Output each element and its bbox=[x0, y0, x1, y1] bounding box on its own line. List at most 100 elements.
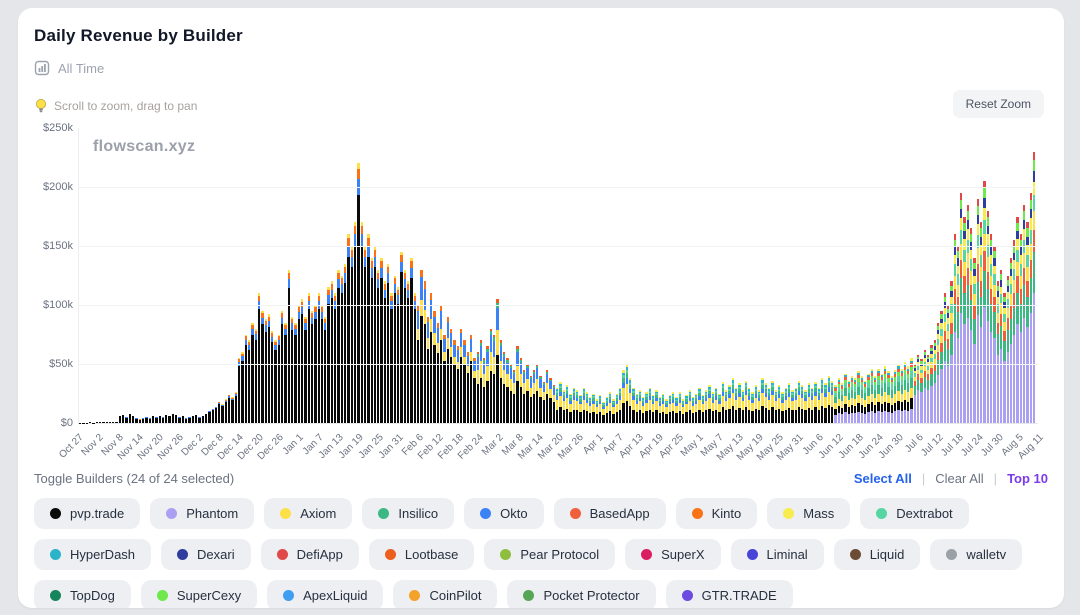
daily-revenue-bar[interactable] bbox=[145, 128, 148, 423]
daily-revenue-bar[interactable] bbox=[715, 128, 718, 423]
daily-revenue-bar[interactable] bbox=[115, 128, 118, 423]
daily-revenue-bar[interactable] bbox=[910, 128, 913, 423]
daily-revenue-bar[interactable] bbox=[334, 128, 337, 423]
daily-revenue-bar[interactable] bbox=[400, 128, 403, 423]
daily-revenue-bar[interactable] bbox=[711, 128, 714, 423]
daily-revenue-bar[interactable] bbox=[340, 128, 343, 423]
daily-revenue-bar[interactable] bbox=[728, 128, 731, 423]
daily-revenue-bar[interactable] bbox=[476, 128, 479, 423]
daily-revenue-bar[interactable] bbox=[708, 128, 711, 423]
daily-revenue-bar[interactable] bbox=[158, 128, 161, 423]
daily-revenue-bar[interactable] bbox=[479, 128, 483, 423]
daily-revenue-bar[interactable] bbox=[175, 128, 178, 423]
daily-revenue-bar[interactable] bbox=[549, 128, 552, 423]
daily-revenue-bar[interactable] bbox=[185, 128, 188, 423]
daily-revenue-bar[interactable] bbox=[579, 128, 582, 423]
daily-revenue-bar[interactable] bbox=[526, 128, 529, 423]
builder-chip[interactable]: Dexari bbox=[161, 539, 251, 570]
daily-revenue-bar[interactable] bbox=[112, 128, 115, 423]
daily-revenue-bar[interactable] bbox=[698, 128, 701, 423]
daily-revenue-bar[interactable] bbox=[271, 128, 274, 423]
daily-revenue-bar[interactable] bbox=[486, 128, 489, 423]
daily-revenue-bar[interactable] bbox=[741, 128, 744, 423]
daily-revenue-bar[interactable] bbox=[420, 128, 423, 423]
daily-revenue-bar[interactable] bbox=[251, 128, 254, 423]
daily-revenue-bar[interactable] bbox=[966, 128, 970, 423]
daily-revenue-bar[interactable] bbox=[754, 128, 758, 423]
time-range-row[interactable]: All Time bbox=[34, 60, 1048, 76]
daily-revenue-bar[interactable] bbox=[681, 128, 685, 423]
daily-revenue-bar[interactable] bbox=[897, 128, 900, 423]
daily-revenue-bar[interactable] bbox=[758, 128, 761, 423]
daily-revenue-bar[interactable] bbox=[768, 128, 771, 423]
daily-revenue-bar[interactable] bbox=[933, 128, 936, 423]
daily-revenue-bar[interactable] bbox=[999, 128, 1003, 423]
daily-revenue-bar[interactable] bbox=[575, 128, 579, 423]
daily-revenue-bar[interactable] bbox=[493, 128, 496, 423]
daily-revenue-bar[interactable] bbox=[503, 128, 506, 423]
legend-action-clear-all[interactable]: Clear All bbox=[935, 471, 984, 486]
daily-revenue-bar[interactable] bbox=[655, 128, 658, 423]
daily-revenue-bar[interactable] bbox=[1009, 128, 1013, 423]
daily-revenue-bar[interactable] bbox=[1029, 128, 1032, 423]
daily-revenue-bar[interactable] bbox=[284, 128, 287, 423]
daily-revenue-bar[interactable] bbox=[983, 128, 986, 423]
daily-revenue-bar[interactable] bbox=[463, 128, 466, 423]
daily-revenue-bar[interactable] bbox=[592, 128, 595, 423]
builder-chip[interactable]: BasedApp bbox=[553, 498, 666, 529]
daily-revenue-bar[interactable] bbox=[695, 128, 698, 423]
daily-revenue-bar[interactable] bbox=[867, 128, 870, 423]
daily-revenue-bar[interactable] bbox=[317, 128, 320, 423]
daily-revenue-bar[interactable] bbox=[211, 128, 214, 423]
daily-revenue-bar[interactable] bbox=[324, 128, 327, 423]
daily-revenue-bar[interactable] bbox=[794, 128, 797, 423]
daily-revenue-bar[interactable] bbox=[1023, 128, 1026, 423]
daily-revenue-bar[interactable] bbox=[403, 128, 406, 423]
daily-revenue-bar[interactable] bbox=[546, 128, 549, 423]
builder-chip[interactable]: Mass bbox=[767, 498, 851, 529]
daily-revenue-bar[interactable] bbox=[466, 128, 469, 423]
daily-revenue-bar[interactable] bbox=[777, 128, 781, 423]
daily-revenue-bar[interactable] bbox=[807, 128, 811, 423]
daily-revenue-bar[interactable] bbox=[847, 128, 850, 423]
daily-revenue-bar[interactable] bbox=[380, 128, 383, 423]
daily-revenue-bar[interactable] bbox=[721, 128, 724, 423]
builder-chip[interactable]: Axiom bbox=[264, 498, 353, 529]
daily-revenue-bar[interactable] bbox=[764, 128, 767, 423]
daily-revenue-bar[interactable] bbox=[993, 128, 996, 423]
daily-revenue-bar[interactable] bbox=[1026, 128, 1029, 423]
daily-revenue-bar[interactable] bbox=[612, 128, 615, 423]
daily-revenue-bar[interactable] bbox=[151, 128, 155, 423]
daily-revenue-bar[interactable] bbox=[98, 128, 102, 423]
daily-revenue-bar[interactable] bbox=[811, 128, 814, 423]
daily-revenue-bar[interactable] bbox=[615, 128, 618, 423]
daily-revenue-bar[interactable] bbox=[946, 128, 950, 423]
daily-revenue-bar[interactable] bbox=[887, 128, 890, 423]
daily-revenue-bar[interactable] bbox=[383, 128, 387, 423]
daily-revenue-bar[interactable] bbox=[893, 128, 897, 423]
daily-revenue-bar[interactable] bbox=[996, 128, 999, 423]
builder-chip[interactable]: Phantom bbox=[150, 498, 255, 529]
daily-revenue-bar[interactable] bbox=[572, 128, 575, 423]
daily-revenue-bar[interactable] bbox=[291, 128, 294, 423]
daily-revenue-bar[interactable] bbox=[194, 128, 198, 423]
builder-chip[interactable]: GTR.TRADE bbox=[665, 580, 793, 608]
daily-revenue-bar[interactable] bbox=[516, 128, 519, 423]
daily-revenue-bar[interactable] bbox=[264, 128, 267, 423]
daily-revenue-bar[interactable] bbox=[244, 128, 247, 423]
daily-revenue-bar[interactable] bbox=[821, 128, 824, 423]
builder-chip[interactable]: TopDog bbox=[34, 580, 131, 608]
daily-revenue-bar[interactable] bbox=[864, 128, 867, 423]
daily-revenue-bar[interactable] bbox=[433, 128, 436, 423]
daily-revenue-bar[interactable] bbox=[900, 128, 903, 423]
daily-revenue-bar[interactable] bbox=[363, 128, 367, 423]
daily-revenue-bar[interactable] bbox=[751, 128, 754, 423]
daily-revenue-bar[interactable] bbox=[834, 128, 837, 423]
daily-revenue-bar[interactable] bbox=[353, 128, 357, 423]
daily-revenue-bar[interactable] bbox=[443, 128, 446, 423]
daily-revenue-bar[interactable] bbox=[662, 128, 665, 423]
builder-chip[interactable]: Insilico bbox=[362, 498, 455, 529]
daily-revenue-bar[interactable] bbox=[970, 128, 973, 423]
daily-revenue-bar[interactable] bbox=[357, 128, 360, 423]
daily-revenue-bar[interactable] bbox=[774, 128, 777, 423]
